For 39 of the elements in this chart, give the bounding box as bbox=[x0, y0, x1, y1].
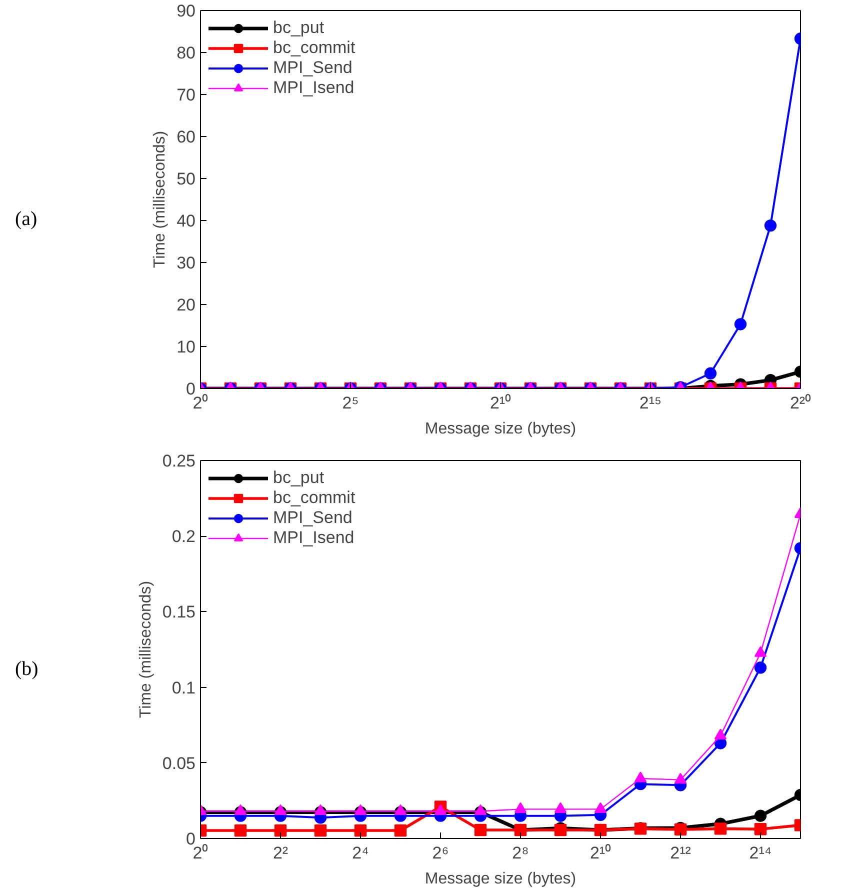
y-tick-label: 0.15 bbox=[162, 602, 196, 622]
x-axis-title: Message size (bytes) bbox=[424, 870, 576, 888]
x-tick-label: 2² bbox=[272, 844, 288, 862]
y-tick-label: 30 bbox=[176, 254, 196, 272]
legend-label: MPI_Isend bbox=[273, 528, 354, 548]
legend-label: bc_commit bbox=[273, 488, 356, 508]
x-tick-label: 2¹⁴ bbox=[749, 844, 772, 862]
y-tick-label: 0.1 bbox=[172, 678, 196, 698]
y-tick-label: 20 bbox=[176, 296, 196, 314]
y-tick-label: 0.05 bbox=[162, 754, 196, 773]
text: (b) bbox=[15, 657, 38, 682]
legend-label: MPI_Isend bbox=[273, 78, 354, 98]
legend-label: bc_put bbox=[273, 18, 324, 38]
text: (a) bbox=[15, 207, 38, 232]
y-tick-label: 80 bbox=[176, 44, 196, 62]
y-tick-label: 10 bbox=[176, 338, 196, 356]
x-tick-label: 2²⁰ bbox=[790, 394, 812, 412]
legend-label: bc_put bbox=[273, 468, 324, 488]
x-tick-label: 2¹⁰ bbox=[590, 844, 612, 862]
legend-label: bc_commit bbox=[273, 38, 356, 58]
y-tick-label: 60 bbox=[176, 128, 196, 146]
x-tick-label: 2¹² bbox=[670, 844, 692, 862]
x-axis-title: Message size (bytes) bbox=[424, 420, 576, 438]
x-tick-label: 2¹⁰ bbox=[490, 394, 512, 412]
x-tick-label: 2⁶ bbox=[432, 844, 449, 862]
y-tick-label: 70 bbox=[176, 86, 196, 104]
legend-label: MPI_Send bbox=[273, 508, 352, 528]
x-tick-label: 2¹⁵ bbox=[639, 394, 662, 412]
y-tick-label: 0.2 bbox=[172, 527, 196, 546]
y-tick-label: 50 bbox=[176, 170, 196, 188]
x-tick-label: 2⁸ bbox=[512, 844, 529, 862]
y-axis-title: Time (milliseconds) bbox=[152, 130, 169, 268]
y-axis-title: Time (milliseconds) bbox=[137, 580, 154, 718]
x-tick-label: 2⁵ bbox=[342, 394, 359, 412]
y-tick-label: 40 bbox=[176, 212, 196, 230]
legend-label: MPI_Send bbox=[273, 58, 352, 78]
y-tick-label: 0.25 bbox=[162, 452, 196, 470]
x-tick-label: 2⁴ bbox=[352, 844, 369, 862]
y-tick-label: 90 bbox=[176, 2, 196, 20]
